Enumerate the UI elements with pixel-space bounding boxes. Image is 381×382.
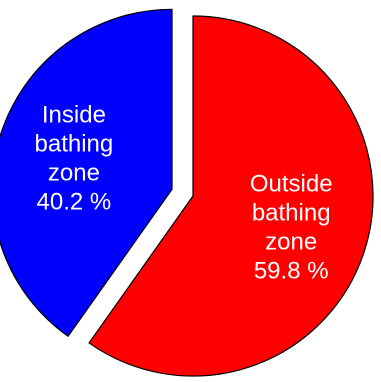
pie-slice-2-label-line: zone xyxy=(48,160,100,187)
pie-slice-2-label-line: bathing xyxy=(35,131,114,158)
pie-slice-2-label-line: Inside xyxy=(42,102,106,129)
pie-slice-1-value: 59.8 % xyxy=(254,258,329,285)
pie-slice-1-label: Outside bathing zone 59.8 % xyxy=(250,171,333,285)
pie-slice-2-value: 40.2 % xyxy=(37,189,112,216)
pie-slice-1-label-line: zone xyxy=(265,229,317,256)
pie-slice-1-label-line: bathing xyxy=(252,200,331,227)
pie-slice-2 xyxy=(0,8,173,337)
pie-slice-2-label: Inside bathing zone 40.2 % xyxy=(35,102,114,216)
pie-slice-1-label-line: Outside xyxy=(250,171,333,198)
pie-slice-1 xyxy=(88,15,374,377)
